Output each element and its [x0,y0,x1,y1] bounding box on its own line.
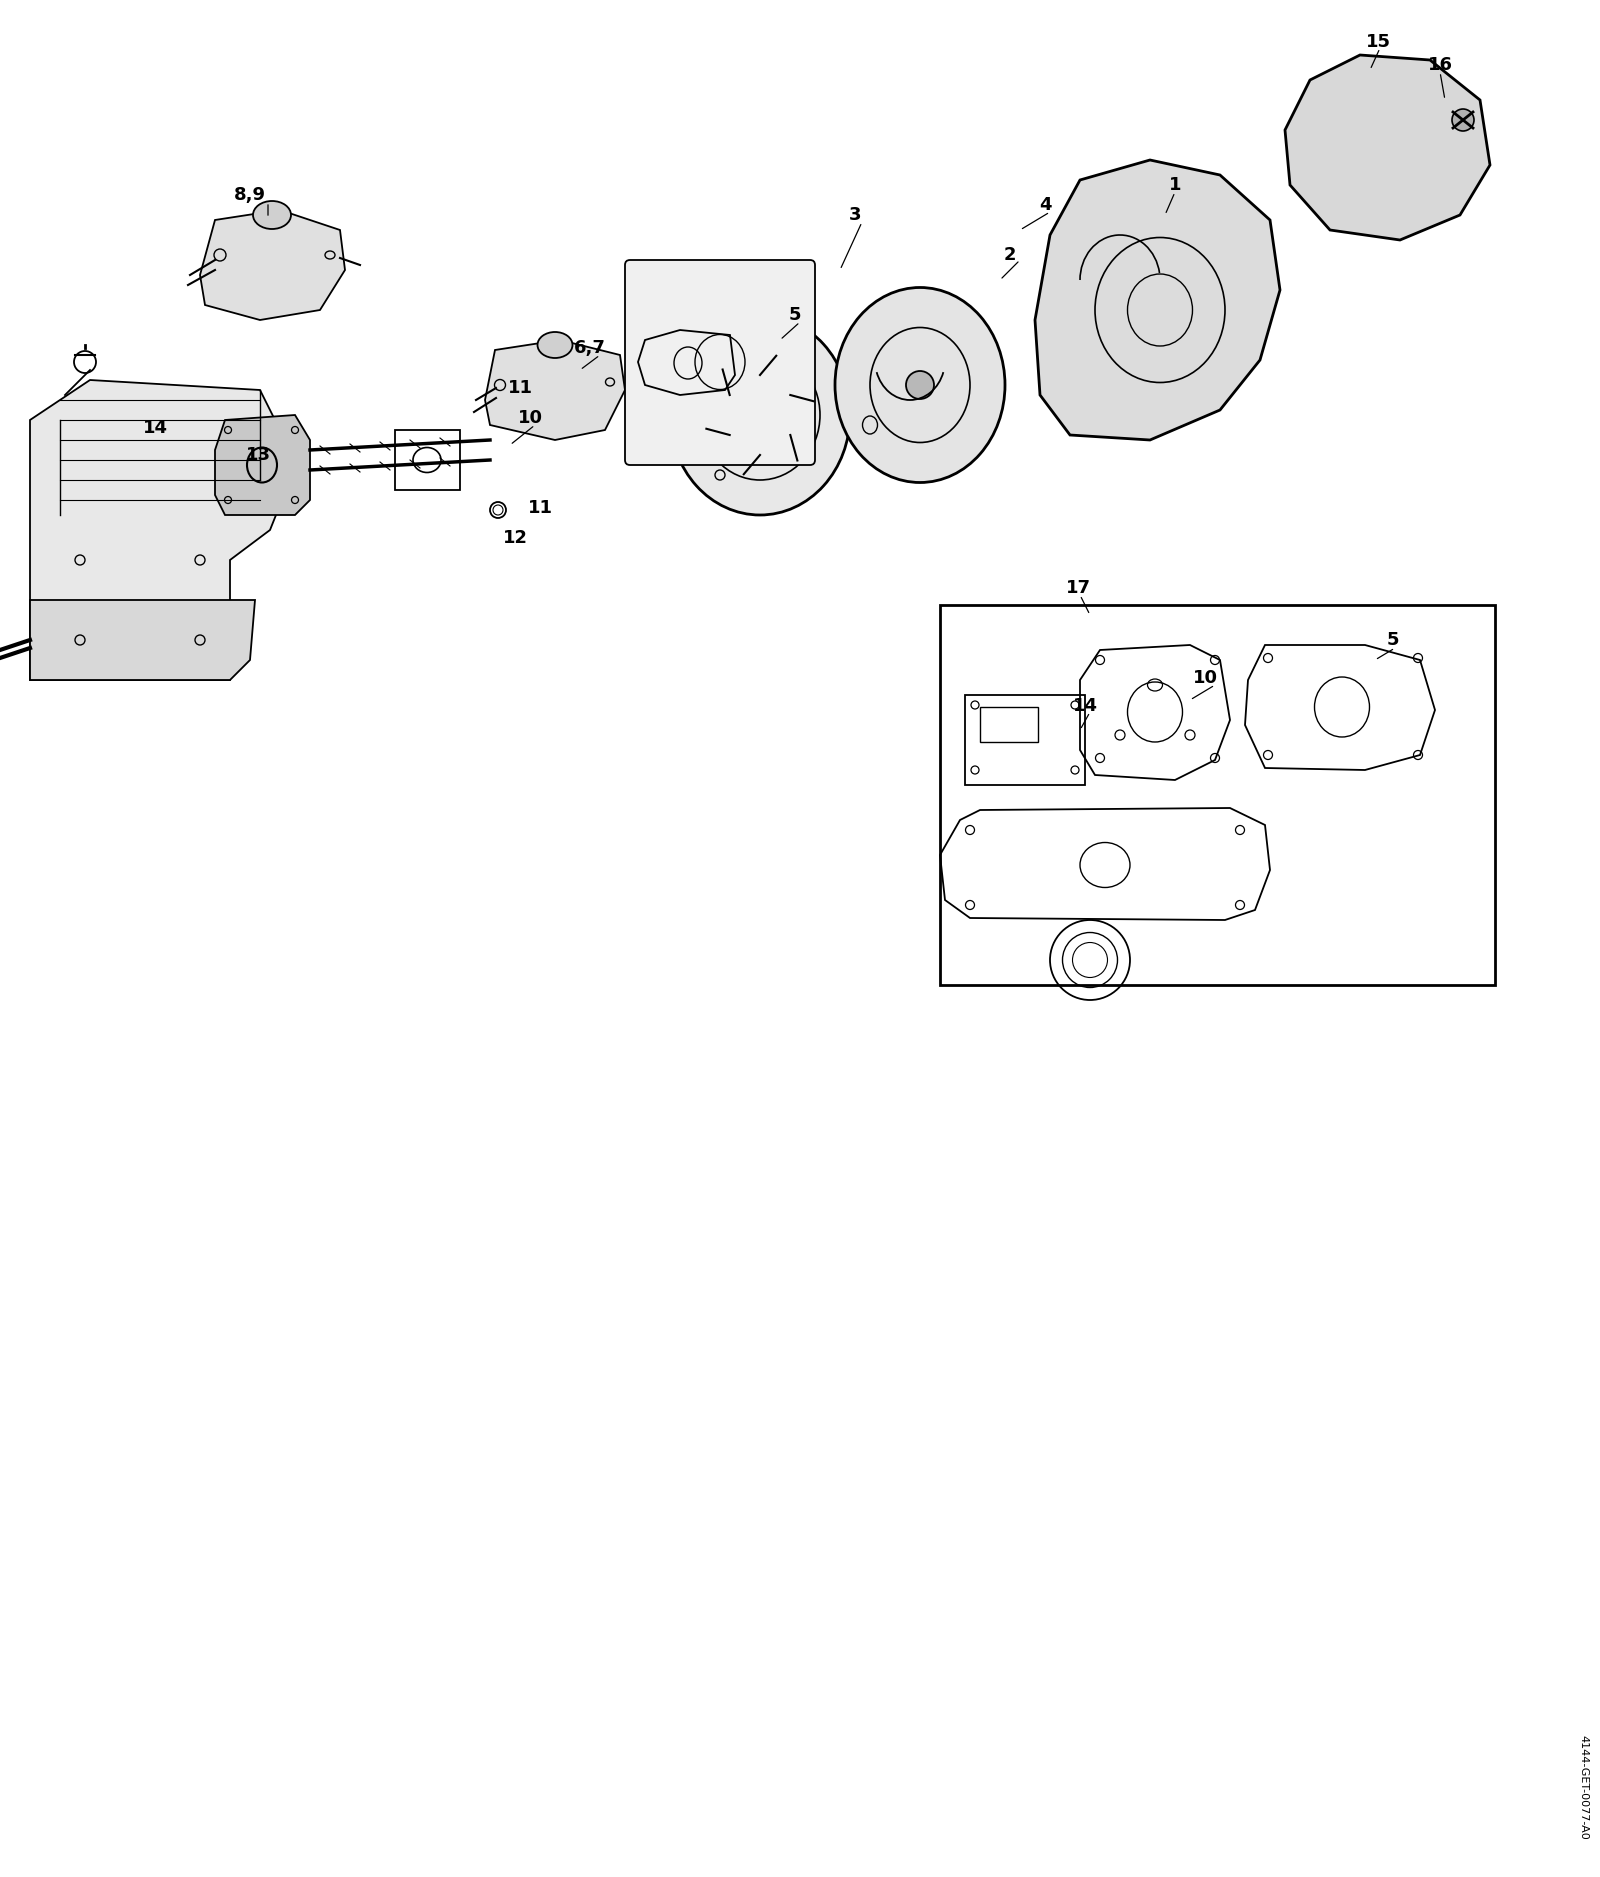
Text: 17: 17 [1066,578,1091,597]
Text: 12: 12 [502,529,528,546]
Bar [965,694,1085,785]
Ellipse shape [906,372,934,400]
Text: 11: 11 [528,499,552,516]
Polygon shape [1035,160,1280,439]
Ellipse shape [1453,109,1474,131]
Text: 5: 5 [1387,631,1400,649]
Text: 16: 16 [1427,56,1453,73]
Bar [941,604,1494,985]
Text: 11: 11 [507,379,533,398]
Polygon shape [214,415,310,514]
Text: 8,9: 8,9 [234,186,266,205]
Ellipse shape [746,400,774,430]
Polygon shape [200,210,346,319]
Text: 2: 2 [1003,246,1016,265]
Text: 13: 13 [245,447,270,464]
Polygon shape [1285,54,1490,240]
Text: 1: 1 [1168,176,1181,193]
Text: 6,7: 6,7 [574,340,606,357]
Polygon shape [30,379,290,679]
FancyBboxPatch shape [626,261,814,465]
Ellipse shape [538,332,573,359]
Text: 3: 3 [848,206,861,223]
Text: 4144-GET-0077-A0: 4144-GET-0077-A0 [1578,1734,1587,1839]
Bar [395,430,461,490]
Text: 5: 5 [789,306,802,325]
Ellipse shape [253,201,291,229]
Text: 14: 14 [142,419,168,437]
Bar [979,708,1038,741]
Text: 14: 14 [1072,696,1098,715]
Text: 4: 4 [1038,195,1051,214]
Polygon shape [30,601,254,679]
Text: 15: 15 [1365,34,1390,51]
Ellipse shape [670,315,850,514]
Text: 10: 10 [1192,668,1218,687]
Polygon shape [485,340,626,439]
Text: 10: 10 [517,409,542,426]
Ellipse shape [835,287,1005,482]
